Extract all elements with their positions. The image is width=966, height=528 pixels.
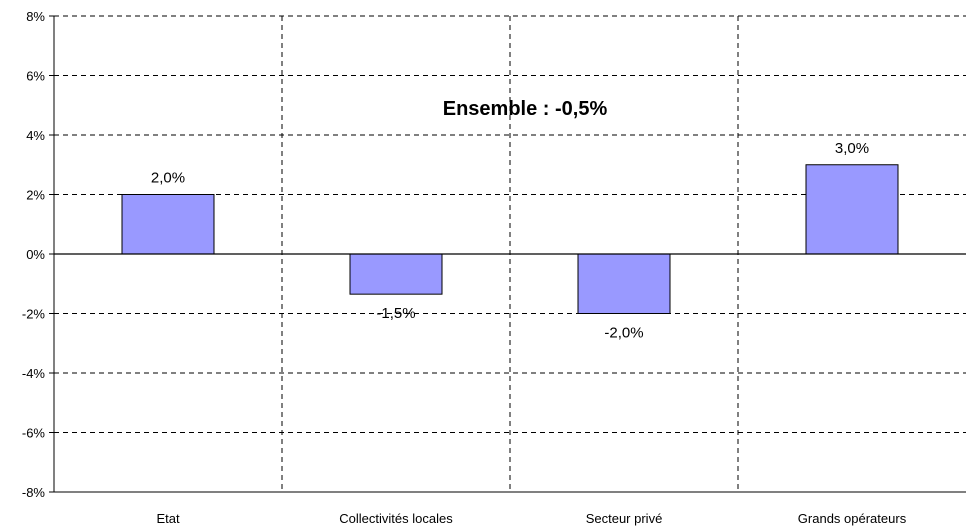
annotation-ensemble: Ensemble : -0,5% <box>443 98 608 120</box>
y-tick-label: 8% <box>26 9 45 24</box>
x-category-label: Secteur privé <box>586 511 663 526</box>
data-label: 2,0% <box>151 170 185 187</box>
bar <box>121 194 215 255</box>
y-tick-label: -6% <box>22 426 46 441</box>
labels: 8% 6% 4% 2% 0% -2% -4% -6% -8% 2,0% Etat -1,5% Colle… <box>22 9 907 526</box>
x-category-label: Grands opérateurs <box>798 511 907 526</box>
data-label: -1,5% <box>376 305 415 322</box>
data-label: -2,0% <box>604 325 643 342</box>
y-tick-label: -8% <box>22 485 46 500</box>
y-tick-label: 2% <box>26 188 45 203</box>
data-label: 3,0% <box>835 140 869 157</box>
bar <box>349 253 443 295</box>
y-tick-label: 0% <box>26 247 45 262</box>
y-tick-label: 4% <box>26 128 45 143</box>
y-tick-label: -4% <box>22 366 46 381</box>
axes <box>49 15 966 493</box>
x-category-label: Etat <box>156 511 180 526</box>
bar <box>805 164 899 255</box>
x-category-label: Collectivités locales <box>339 511 453 526</box>
y-tick-label: -2% <box>22 307 46 322</box>
y-tick-label: 6% <box>26 69 45 84</box>
bar <box>577 253 671 314</box>
